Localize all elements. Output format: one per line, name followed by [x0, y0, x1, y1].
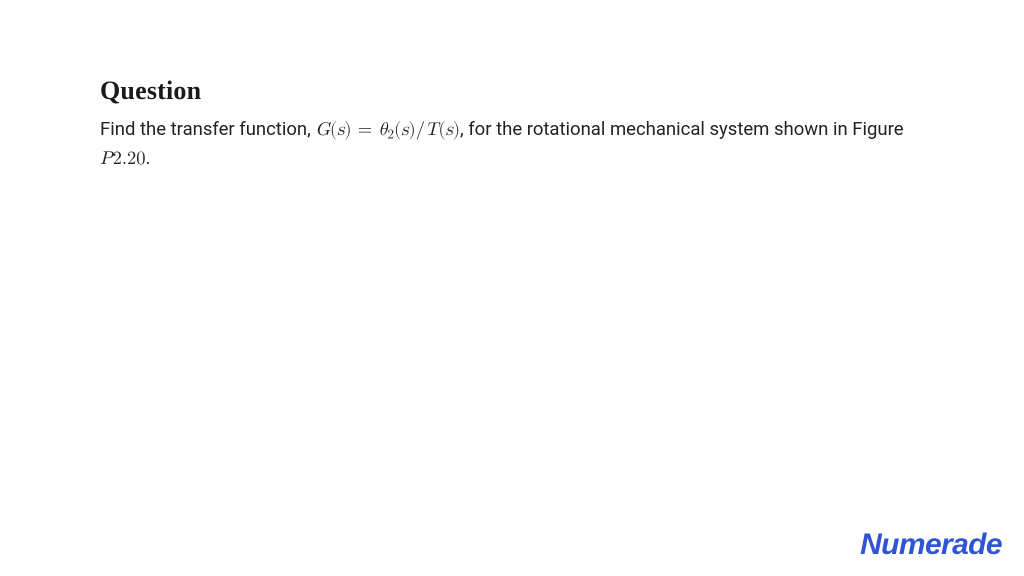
fig-P: P [100, 149, 113, 168]
eq-equals: = [352, 120, 379, 139]
eq-G: G [315, 120, 330, 139]
question-block: Question Find the transfer function, G(s… [100, 76, 920, 173]
eq-open3: ( [438, 120, 445, 139]
body-tail: . [146, 147, 151, 169]
equation-transfer-function: G(s) = θ2(s)/T(s) [315, 120, 460, 139]
eq-s3: s [446, 120, 453, 139]
eq-close2: ) [408, 120, 415, 139]
numerade-logo: Numerade [860, 528, 1002, 562]
figure-ref: P2.20 [100, 149, 146, 168]
fig-num: 2.20 [113, 149, 146, 168]
eq-theta: θ [378, 120, 387, 139]
logo-text: Numerade [860, 528, 1002, 561]
body-lead: Find the transfer function, [100, 118, 315, 140]
eq-close1: ) [344, 120, 351, 139]
eq-sub2: 2 [387, 128, 394, 142]
eq-close3: ) [453, 120, 460, 139]
question-heading: Question [100, 76, 920, 106]
body-mid: , for the rotational mechanical system s… [460, 118, 904, 140]
eq-T: T [425, 120, 438, 139]
eq-slash: / [416, 120, 425, 139]
question-body: Find the transfer function, G(s) = θ2(s)… [100, 116, 920, 173]
eq-open1: ( [330, 120, 337, 139]
